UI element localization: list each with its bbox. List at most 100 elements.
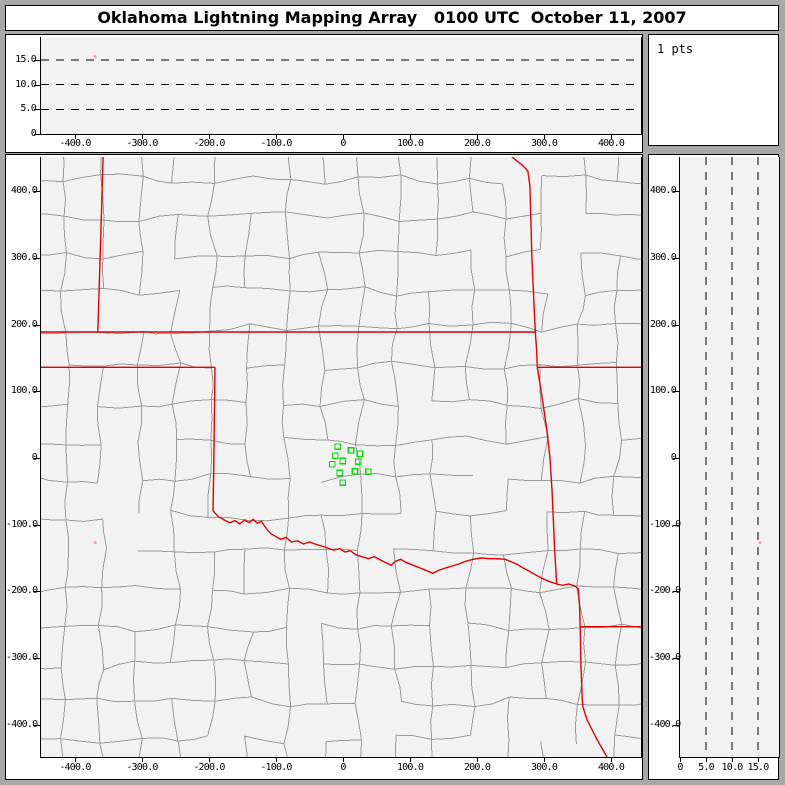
tick-mark [34, 84, 41, 86]
altitude-histogram-panel: 1 pts [648, 34, 779, 146]
state-border-oklahoma-texas-100th-meridian [212, 367, 216, 511]
tick-mark [276, 757, 277, 762]
y-tick-label: 10.0 [15, 78, 37, 90]
x-tick-label: 100.0 [396, 762, 424, 773]
x-tick-label: 5.0 [698, 762, 714, 773]
x-tick-label: -100.0 [260, 762, 292, 773]
altitude-ns-chart [705, 157, 762, 757]
x-tick-label: -200.0 [193, 762, 225, 773]
plan-view-map-panel: 400.0 300.0 200.0 100.0 0 -100.0 -200.0 -300.0 -… [5, 154, 643, 780]
state-border-red-river-texas-north [212, 510, 557, 585]
x-tick-label: -300.0 [126, 138, 158, 149]
tick-mark [343, 134, 344, 139]
tick-mark [410, 134, 411, 139]
tick-mark [673, 191, 679, 193]
tick-mark [673, 524, 679, 526]
tick-mark [34, 191, 41, 193]
tick-mark [343, 757, 344, 762]
tick-mark [611, 757, 612, 762]
tick-mark [34, 524, 41, 526]
tick-mark [673, 324, 679, 326]
tick-mark [34, 591, 41, 593]
y-tick-label: 0 [6, 128, 37, 140]
y-tick-label: 5.0 [20, 103, 36, 115]
tick-mark [34, 458, 41, 459]
altitude-ew-plot-area[interactable] [40, 37, 642, 135]
station-marker [364, 468, 372, 476]
points-count-label: 1 pts [657, 42, 694, 56]
tick-mark [34, 257, 41, 259]
tick-mark [673, 591, 679, 593]
x-tick-label: -200.0 [193, 138, 225, 149]
y-tick-label: 15.0 [15, 53, 37, 65]
tick-mark [706, 757, 707, 762]
tick-mark [34, 59, 41, 61]
dashed-altitude-gridlines [705, 157, 759, 757]
station-marker [347, 446, 355, 454]
y-tick-label: 400.0 [649, 185, 677, 197]
tick-mark [673, 458, 679, 459]
tick-mark [477, 134, 478, 139]
altitude-ew-chart [41, 55, 641, 110]
plan-view-map-chart [41, 157, 641, 757]
tick-mark [544, 134, 545, 139]
x-tick-label: 100.0 [396, 138, 424, 149]
station-marker [336, 469, 344, 477]
tick-mark [276, 134, 277, 139]
altitude-ns-panel: 400.0 300.0 200.0 100.0 0 -100.0 -200.0 -300.0 -… [648, 154, 780, 780]
y-tick-label: -200.0 [649, 585, 681, 597]
tick-mark [34, 134, 41, 135]
lightning-source-point [93, 541, 97, 545]
tick-mark [680, 757, 681, 762]
y-tick-label: -100.0 [6, 518, 38, 530]
tick-mark [477, 757, 478, 762]
station-marker [339, 479, 347, 487]
tick-mark [209, 757, 210, 762]
state-border-texas-louisiana-east [579, 626, 608, 757]
x-tick-label: -400.0 [59, 762, 91, 773]
x-tick-label: 300.0 [530, 138, 558, 149]
x-tick-label: 400.0 [597, 762, 625, 773]
x-tick-label: 200.0 [463, 762, 491, 773]
plan-view-map-plot-area[interactable] [40, 157, 642, 758]
state-border-kansas-missouri-east [511, 157, 536, 333]
tick-mark [34, 391, 41, 393]
y-tick-label: 100.0 [10, 385, 38, 397]
x-tick-label: -400.0 [59, 138, 91, 149]
tick-mark [410, 757, 411, 762]
x-tick-label: -100.0 [260, 138, 292, 149]
page-title: Oklahoma Lightning Mapping Array 0100 UT… [5, 5, 779, 31]
y-tick-label: 200.0 [649, 318, 677, 330]
tick-mark [544, 757, 545, 762]
x-tick-label: 0 [340, 762, 346, 773]
y-tick-label: 400.0 [10, 185, 38, 197]
state-border-colorado-kansas-west [97, 157, 104, 333]
y-tick-label: -100.0 [649, 518, 681, 530]
state-border-oklahoma-arkansas-east [534, 331, 558, 585]
y-tick-label: 200.0 [10, 318, 38, 330]
tick-mark [34, 324, 41, 326]
station-marker [354, 458, 362, 466]
tick-mark [673, 257, 679, 259]
altitude-ew-panel: 15.0 10.0 5.0 0 -400.0 -300.0 -200.0 -100.0 0 100… [5, 34, 643, 153]
station-marker [339, 457, 347, 465]
station-marker [334, 443, 342, 451]
x-tick-label: 200.0 [463, 138, 491, 149]
x-tick-label: -300.0 [126, 762, 158, 773]
tick-mark [673, 658, 679, 659]
lightning-source-point [93, 55, 97, 59]
y-tick-label: 0 [6, 452, 38, 464]
station-marker [356, 450, 364, 458]
y-tick-label: 300.0 [649, 251, 677, 263]
y-tick-label: 100.0 [649, 385, 677, 397]
y-tick-label: -300.0 [649, 652, 681, 663]
x-tick-label: 0 [340, 138, 346, 149]
dashed-altitude-gridlines [41, 59, 641, 110]
station-marker [331, 452, 339, 460]
y-tick-label: 0 [649, 452, 677, 464]
altitude-ns-plot-area[interactable] [679, 157, 780, 758]
tick-mark [75, 757, 76, 762]
y-tick-label: -400.0 [649, 718, 681, 730]
tick-mark [142, 134, 143, 139]
